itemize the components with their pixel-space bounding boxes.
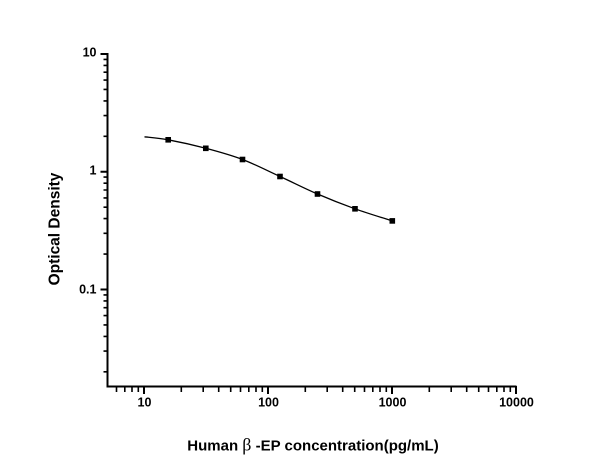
svg-text:Human β -EP concentration(pg/m: Human β -EP concentration(pg/mL) bbox=[187, 435, 438, 455]
svg-text:1000: 1000 bbox=[379, 396, 407, 410]
svg-text:1: 1 bbox=[90, 164, 97, 178]
svg-text:0.1: 0.1 bbox=[79, 283, 96, 297]
svg-text:10: 10 bbox=[138, 396, 152, 410]
svg-text:10000: 10000 bbox=[499, 396, 534, 410]
svg-text:Optical Density: Optical Density bbox=[47, 172, 64, 285]
svg-text:100: 100 bbox=[258, 396, 279, 410]
svg-text:10: 10 bbox=[83, 46, 97, 60]
